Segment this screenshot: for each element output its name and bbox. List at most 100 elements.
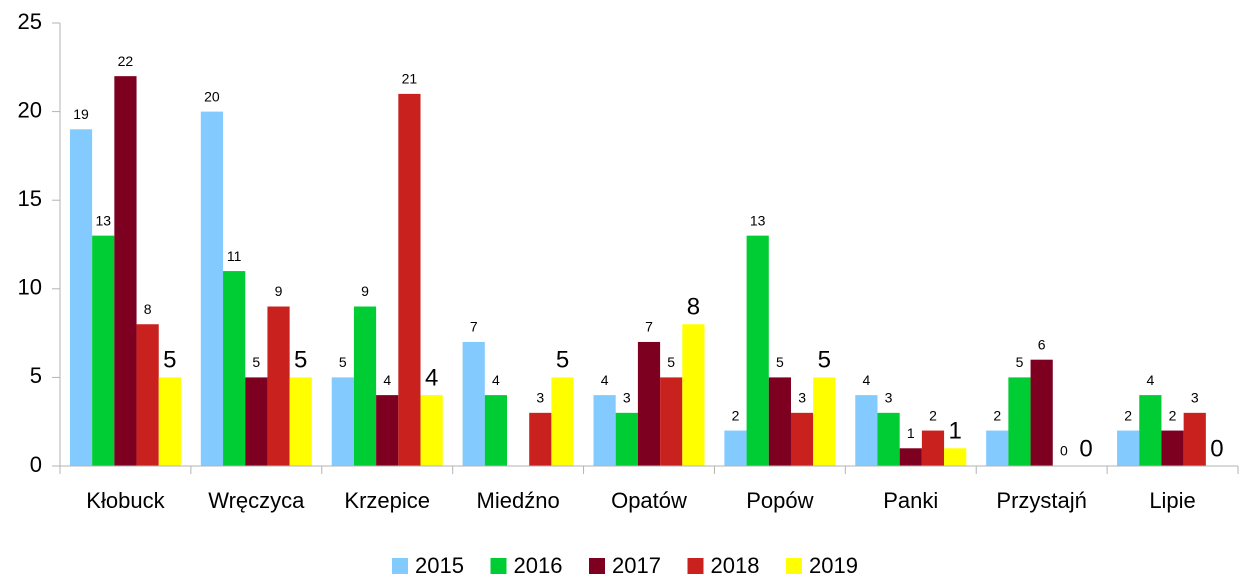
- data-label: 7: [470, 319, 478, 335]
- data-label: 9: [275, 283, 283, 299]
- data-label: 1: [907, 425, 915, 441]
- bar: [986, 430, 1009, 466]
- bar: [462, 341, 485, 466]
- bar: [289, 377, 312, 466]
- bar: [1030, 359, 1053, 466]
- data-label: 4: [425, 364, 438, 391]
- data-label: 13: [750, 212, 766, 228]
- data-label: 11: [227, 248, 242, 264]
- data-label: 0: [1079, 435, 1092, 462]
- bar: [223, 271, 246, 466]
- data-label: 3: [536, 390, 544, 406]
- x-tick-label: Miedźno: [477, 488, 560, 513]
- x-tick-label: Krzepice: [344, 488, 430, 513]
- bar: [1161, 430, 1184, 466]
- data-label: 13: [95, 212, 111, 228]
- bar: [1008, 377, 1031, 466]
- data-label: 20: [204, 88, 220, 104]
- data-label: 3: [885, 390, 893, 406]
- bar: [420, 395, 443, 466]
- data-label: 0: [1210, 435, 1223, 462]
- bar: [944, 448, 967, 466]
- bar: [637, 341, 661, 466]
- bar: [813, 377, 836, 466]
- data-label: 0: [1060, 443, 1068, 459]
- bar: [1183, 412, 1206, 466]
- data-label: 5: [294, 347, 307, 374]
- bar: [1139, 395, 1162, 466]
- x-tick-label: Popów: [746, 488, 813, 513]
- data-label: 1: [948, 418, 961, 445]
- data-label: 5: [1016, 354, 1024, 370]
- x-tick-label: Lipie: [1149, 488, 1195, 513]
- data-label: 8: [687, 294, 700, 321]
- data-label: 4: [383, 372, 391, 388]
- bar: [398, 93, 421, 466]
- data-label: 2: [1169, 407, 1177, 423]
- data-label: 22: [118, 53, 134, 69]
- bar: [593, 395, 616, 466]
- legend-label: 2016: [514, 553, 563, 577]
- x-tick-label: Przystajń: [996, 488, 1086, 513]
- data-label: 6: [1038, 336, 1046, 352]
- legend-swatch: [392, 558, 408, 574]
- y-tick-label: 20: [18, 97, 42, 122]
- bar: [682, 324, 705, 466]
- data-label: 3: [1191, 390, 1199, 406]
- data-label: 5: [776, 354, 784, 370]
- bar: [245, 377, 268, 466]
- bar: [136, 324, 159, 466]
- legend-label: 2019: [809, 553, 858, 577]
- x-tick-label: Kłobuck: [86, 488, 165, 513]
- bar: [724, 430, 747, 466]
- bar: [331, 377, 354, 466]
- data-label: 2: [732, 407, 740, 423]
- data-label: 4: [601, 372, 609, 388]
- data-label: 19: [73, 106, 89, 122]
- legend-swatch: [687, 558, 704, 574]
- data-label: 7: [645, 319, 653, 335]
- data-label: 2: [993, 407, 1001, 423]
- legend-label: 2018: [711, 553, 760, 577]
- bar: [69, 129, 93, 466]
- data-label: 5: [818, 347, 831, 374]
- y-tick-label: 5: [30, 363, 42, 388]
- bar: [790, 412, 814, 466]
- bar: [353, 306, 377, 466]
- bar: [92, 235, 115, 466]
- data-label: 3: [623, 390, 631, 406]
- bar: [855, 395, 878, 466]
- data-label: 5: [163, 347, 176, 374]
- legend-swatch: [786, 558, 802, 574]
- data-label: 4: [862, 372, 870, 388]
- x-tick-label: Opatów: [611, 488, 687, 513]
- y-tick-label: 25: [18, 9, 42, 34]
- x-tick-label: Panki: [883, 488, 938, 513]
- bar: [899, 448, 922, 466]
- data-label: 4: [492, 372, 500, 388]
- legend-label: 2015: [415, 553, 464, 577]
- bar: [660, 377, 683, 466]
- y-tick-label: 10: [18, 275, 42, 300]
- bar: [529, 412, 552, 466]
- x-tick-label: Wręczyca: [208, 488, 305, 513]
- bar: [768, 377, 791, 466]
- legend-swatch: [490, 558, 507, 574]
- data-label: 8: [144, 301, 152, 317]
- bar: [921, 430, 945, 466]
- data-label: 21: [402, 71, 418, 87]
- bar: [615, 412, 638, 466]
- data-label: 2: [1124, 407, 1132, 423]
- bar: [551, 377, 574, 466]
- bar: [158, 377, 181, 466]
- y-tick-label: 15: [18, 186, 42, 211]
- data-label: 2: [929, 407, 937, 423]
- bar: [484, 395, 508, 466]
- data-label: 5: [667, 354, 675, 370]
- bar: [746, 235, 769, 466]
- bar: [200, 111, 224, 466]
- bar: [267, 306, 290, 466]
- y-tick-label: 0: [30, 452, 42, 477]
- data-label: 9: [361, 283, 369, 299]
